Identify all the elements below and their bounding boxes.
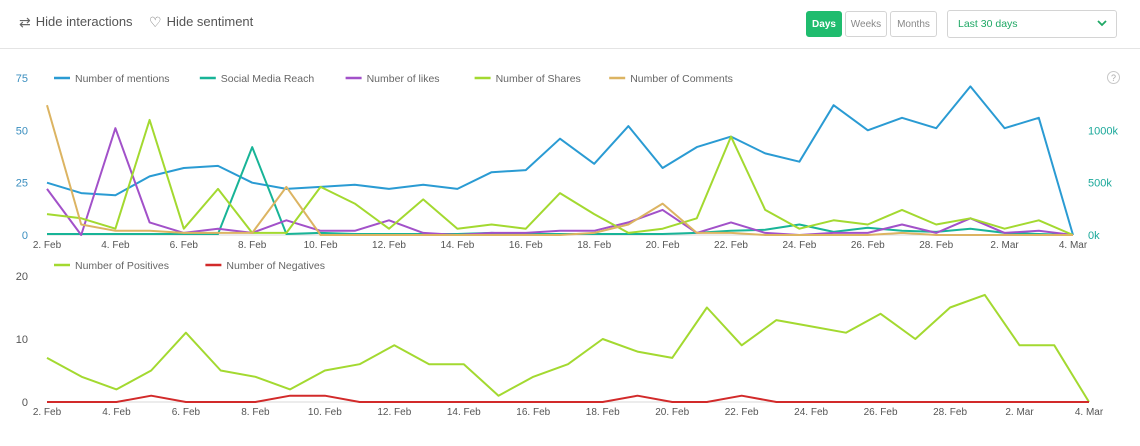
x-tick-label: 24. Feb <box>794 407 828 418</box>
x-tick-label: 2. Feb <box>33 240 62 251</box>
x-tick-label: 2. Mar <box>990 240 1019 251</box>
x-tick-label: 6. Feb <box>170 240 199 251</box>
period-days-button[interactable]: Days <box>806 11 842 37</box>
x-tick-label: 8. Feb <box>238 240 267 251</box>
legend-item-number-of-comments[interactable]: Number of Comments <box>609 73 733 85</box>
y-tick-label: 10 <box>16 334 28 346</box>
y-tick-label: 20 <box>16 271 28 283</box>
legend-label: Number of mentions <box>75 73 170 85</box>
top-series-number-of-shares[interactable] <box>46 118 1074 236</box>
legend-item-social-media-reach[interactable]: Social Media Reach <box>199 73 315 85</box>
y-tick-label: 25 <box>16 178 28 190</box>
y2-tick-label: 500k <box>1088 178 1112 190</box>
date-range-select[interactable]: Last 30 days <box>947 10 1117 38</box>
x-tick-label: 2. Mar <box>1005 407 1034 418</box>
legend-label: Number of Negatives <box>226 260 325 272</box>
x-tick-label: 26. Feb <box>851 240 885 251</box>
y-tick-label: 75 <box>16 73 28 85</box>
x-tick-label: 2. Feb <box>33 407 62 418</box>
heart-icon: ♡ <box>149 13 162 30</box>
x-tick-label: 4. Mar <box>1059 240 1088 251</box>
toolbar: ⇄ Hide interactions ♡ Hide sentiment Day… <box>0 0 1140 49</box>
legend-item-number-of-shares[interactable]: Number of Shares <box>474 73 581 85</box>
x-tick-label: 22. Feb <box>725 407 759 418</box>
x-tick-label: 20. Feb <box>655 407 689 418</box>
x-tick-label: 12. Feb <box>377 407 411 418</box>
hide-interactions-button[interactable]: ⇄ Hide interactions <box>19 14 133 29</box>
y-tick-label: 50 <box>16 125 28 137</box>
top-series-number-of-likes[interactable] <box>46 127 1074 236</box>
legend-item-number-of-mentions[interactable]: Number of mentions <box>54 73 170 85</box>
x-tick-label: 28. Feb <box>919 240 953 251</box>
x-tick-label: 4. Feb <box>101 240 130 251</box>
x-tick-label: 12. Feb <box>372 240 406 251</box>
legend-label: Number of Comments <box>630 73 733 85</box>
x-tick-label: 16. Feb <box>509 240 543 251</box>
legend-label: Social Media Reach <box>221 73 315 85</box>
top-series-social-media-reach[interactable] <box>47 146 1074 236</box>
x-tick-label: 10. Feb <box>308 407 342 418</box>
bottom-series-number-of-negatives[interactable] <box>47 394 1089 403</box>
legend-label: Number of Shares <box>496 73 581 85</box>
help-icon[interactable]: ? <box>1107 71 1120 84</box>
x-tick-label: 22. Feb <box>714 240 748 251</box>
hide-sentiment-label: Hide sentiment <box>166 14 254 29</box>
legend-item-number-of-likes[interactable]: Number of likes <box>345 73 440 85</box>
date-range-value: Last 30 days <box>958 18 1018 30</box>
period-weeks-button[interactable]: Weeks <box>845 11 887 37</box>
x-tick-label: 20. Feb <box>646 240 680 251</box>
sentiment-chart: Number of Positives Number of Negatives 0 1… <box>16 260 1104 418</box>
top-series-number-of-mentions[interactable] <box>46 85 1074 236</box>
x-tick-label: 14. Feb <box>440 240 474 251</box>
x-tick-label: 28. Feb <box>933 407 967 418</box>
x-tick-label: 4. Mar <box>1075 407 1104 418</box>
interactions-chart: Number of mentions Social Media Reach Numb… <box>16 73 1119 251</box>
bottom-series-number-of-positives[interactable] <box>46 293 1090 403</box>
legend-label: Number of likes <box>367 73 440 85</box>
y-tick-label: 0 <box>22 230 28 242</box>
y2-tick-label: 1000k <box>1088 125 1118 137</box>
x-tick-label: 8. Feb <box>241 407 270 418</box>
x-tick-label: 26. Feb <box>864 407 898 418</box>
chevron-down-icon <box>1097 20 1107 27</box>
hide-interactions-label: Hide interactions <box>35 14 133 29</box>
swap-arrows-icon: ⇄ <box>19 13 31 30</box>
top-series-number-of-comments[interactable] <box>46 104 1073 236</box>
y2-tick-label: 0k <box>1088 230 1100 242</box>
legend-label: Number of Positives <box>75 260 169 272</box>
x-tick-label: 18. Feb <box>577 240 611 251</box>
period-months-button[interactable]: Months <box>890 11 937 37</box>
x-tick-label: 14. Feb <box>447 407 481 418</box>
legend-item-number-of-negatives[interactable]: Number of Negatives <box>205 260 325 272</box>
x-tick-label: 6. Feb <box>172 407 201 418</box>
x-tick-label: 18. Feb <box>586 407 620 418</box>
hide-sentiment-button[interactable]: ♡ Hide sentiment <box>149 14 253 29</box>
x-tick-label: 10. Feb <box>304 240 338 251</box>
x-tick-label: 24. Feb <box>782 240 816 251</box>
x-tick-label: 16. Feb <box>516 407 550 418</box>
y-tick-label: 0 <box>22 397 28 409</box>
x-tick-label: 4. Feb <box>102 407 131 418</box>
legend-item-number-of-positives[interactable]: Number of Positives <box>54 260 169 272</box>
